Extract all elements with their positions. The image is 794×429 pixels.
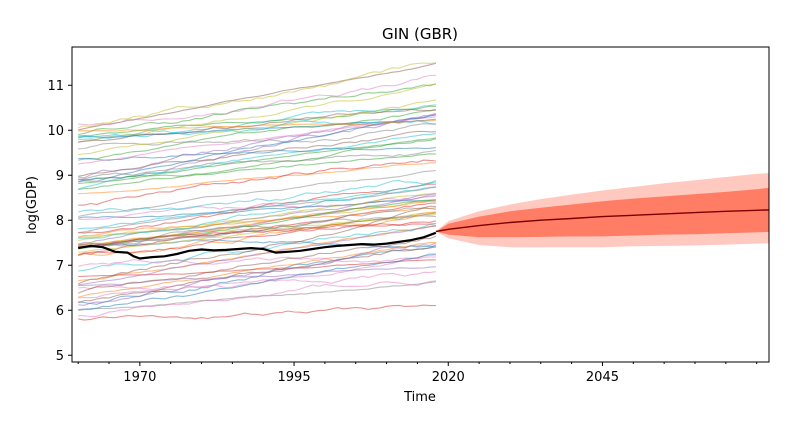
background-series-line [78,304,436,321]
focus-series-line [78,231,437,260]
background-series-line [78,123,436,150]
x-axis: 1970 1995 2020 2045 [77,362,758,385]
y-tick-label: 11 [47,79,64,94]
background-series-line [78,83,436,143]
background-series-line [78,133,436,190]
background-series-line [77,205,436,285]
background-series-line [78,159,436,206]
background-series-line [78,62,437,131]
background-series-line [78,169,436,218]
background-series-group [77,62,437,321]
background-series-line [78,225,436,286]
forecast-inner-band [435,187,769,238]
y-tick-label: 10 [47,124,64,139]
focus-series-group [78,231,437,260]
background-series-line [78,149,436,180]
background-series-line [78,180,437,213]
background-series-line [77,235,437,294]
background-series-line [78,192,436,242]
background-series-line [78,153,436,181]
y-axis: 5 6 7 8 9 10 11 [47,79,72,364]
background-series-line [78,223,436,247]
background-series-line [78,99,437,156]
background-series-line [78,220,437,257]
y-axis-label: log(GDP) [25,176,40,234]
forecast-median-line [435,209,770,233]
y-tick-label: 6 [56,304,64,319]
background-series-line [78,179,437,239]
background-series-line [78,207,436,246]
background-series-line [78,186,437,234]
background-series-line [78,138,437,191]
x-tick-label: 1970 [123,370,156,385]
background-series-line [78,162,436,195]
y-tick-label: 7 [56,259,64,274]
background-series-line [78,109,436,161]
y-tick-label: 9 [56,169,64,184]
x-tick-label: 2020 [432,370,465,385]
background-series-line [78,119,436,132]
background-series-line [78,253,436,311]
background-series-line [78,199,436,219]
background-series-line [78,214,436,247]
x-tick-label: 1995 [278,370,311,385]
forecast-group [435,173,770,248]
background-series-line [78,113,437,179]
background-series-line [78,130,436,177]
x-axis-label: Time [403,390,436,405]
background-series-line [78,62,436,129]
y-tick-label: 5 [56,349,64,364]
background-series-line [78,137,437,184]
background-series-line [78,259,436,278]
y-tick-label: 8 [56,214,64,229]
plot-frame [71,46,770,363]
x-tick-label: 2045 [586,370,619,385]
background-series-line [78,254,436,299]
chart-title: GIN (GBR) [382,25,458,43]
background-series-line [78,114,436,182]
background-series-line [78,200,436,247]
background-series-line [78,242,437,306]
background-series-line [78,83,437,136]
background-series-line [78,74,436,126]
background-series-line [78,280,436,318]
background-series-line [78,256,436,267]
background-series-line [78,147,436,161]
background-series-line [78,120,436,138]
